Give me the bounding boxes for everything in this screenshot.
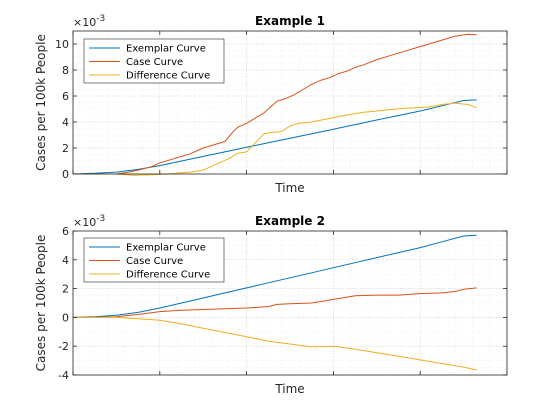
chart-example-1: 0 2 4 6 8 10 ×10-3 Example 1 Time Cases per 100k … [34, 14, 508, 195]
series-line-exemplar-curve [72, 99, 477, 175]
legend: Exemplar Curve Case Curve Difference Curve [83, 38, 225, 84]
y-tick-label: 0 [62, 311, 69, 324]
y-tick-label: -2 [58, 340, 69, 353]
legend-entry: Case Curve [126, 57, 183, 68]
y-tick-label: 0 [62, 168, 69, 181]
legend-entry: Difference Curve [126, 270, 210, 281]
y-tick-label: 4 [62, 116, 69, 129]
series-line-case-curve [73, 287, 477, 318]
y-axis-label: Cases per 100k People [34, 235, 48, 372]
y-tick-label: 2 [62, 142, 69, 155]
series-line-difference-curve [73, 316, 477, 371]
series-line-difference-curve [73, 102, 477, 176]
series-line-case-curve [73, 33, 477, 175]
ticks: -4 -2 0 2 4 6 [58, 225, 508, 382]
chart-example-2: -4 -2 0 2 4 6 ×10-3 Example 2 Time Cases per 100k… [34, 214, 508, 396]
x-axis-label: Time [274, 382, 304, 396]
axes-box [72, 30, 508, 175]
legend-entry: Case Curve [126, 256, 183, 267]
y-tick-label: 10 [55, 38, 69, 51]
legend-entry: Difference Curve [126, 71, 210, 82]
y-tick-label: 8 [62, 64, 69, 77]
y-exponent-label: ×10-3 [73, 214, 105, 229]
y-tick-label: 4 [62, 254, 69, 267]
series-line-exemplar-curve [72, 234, 477, 318]
axes-box [72, 230, 508, 376]
y-tick-label: 2 [62, 283, 69, 296]
y-tick-label: 6 [62, 225, 69, 238]
legend-entry: Exemplar Curve [126, 243, 206, 254]
y-tick-label: -4 [58, 369, 69, 382]
chart-title: Example 1 [255, 14, 325, 28]
legend: Exemplar Curve Case Curve Difference Curve [83, 237, 225, 283]
legend-entry: Exemplar Curve [126, 44, 206, 55]
ticks: 0 2 4 6 8 10 [55, 31, 508, 181]
y-axis-label: Cases per 100k People [34, 34, 48, 171]
y-exponent-label: ×10-3 [73, 14, 105, 29]
x-axis-label: Time [274, 181, 304, 195]
y-tick-label: 6 [62, 90, 69, 103]
chart-title: Example 2 [255, 214, 325, 228]
